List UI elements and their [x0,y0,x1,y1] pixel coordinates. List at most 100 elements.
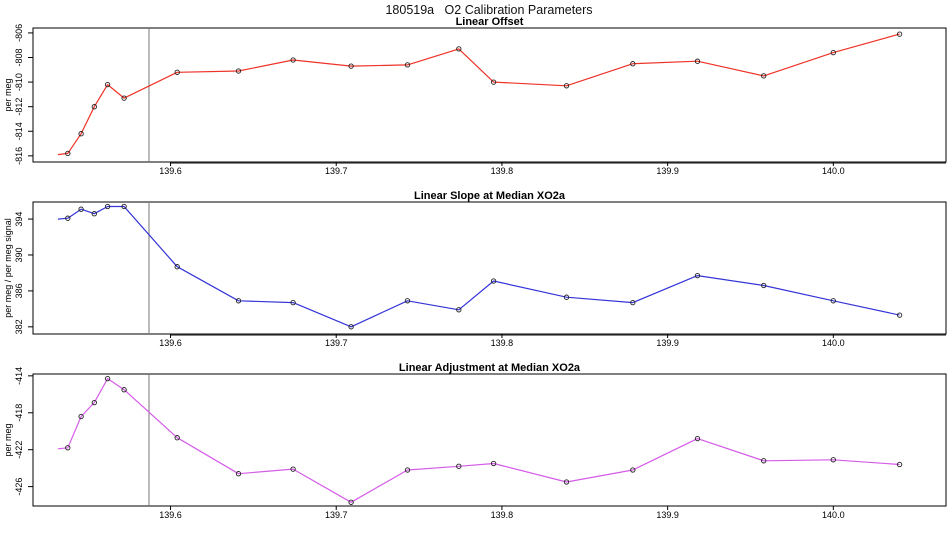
data-point [121,95,127,101]
x-tick-label: 140.0 [822,510,845,520]
data-point [563,83,570,89]
panel-1: Linear Offset 139.6 139.7 139.8 139.9 140.0 -8… [3,16,947,176]
y-tick-label: 382 [14,319,24,334]
data-point [104,81,111,88]
x-tick-label: 139.7 [325,338,348,348]
data-point [290,299,296,306]
data-point [563,479,570,485]
y-tick-label: -418 [14,404,24,422]
x-tick-label: 139.9 [656,338,679,348]
data-point [121,387,127,393]
data-point [456,307,462,313]
y-tick-label: -414 [14,367,24,385]
x-tick-label: 140.0 [822,338,845,348]
y-axis-label: per meg / per meg signal [3,218,13,318]
data-point [456,46,462,52]
series-line [57,205,900,328]
data-point [761,282,767,289]
data-point [404,298,411,304]
data-point [65,215,71,221]
data-point [896,31,903,37]
data-point [78,131,84,137]
data-point [694,272,701,279]
data-point [78,206,84,212]
x-tick-label: 139.6 [159,510,182,520]
data-point [896,312,903,318]
panel-title: Linear Slope at Median XO2a [414,190,566,202]
data-point [174,69,180,75]
y-tick-label: -422 [14,441,24,459]
figure-title: 180519a O2 Calibration Parameters [385,3,593,17]
x-tick-label: 139.7 [325,166,348,176]
panel-3: Linear Adjustment at Median XO2a 139.6 139… [3,362,947,520]
data-point [694,58,701,64]
data-point [630,467,636,473]
y-tick-label: -808 [14,48,24,66]
data-point [91,104,97,110]
y-axis-label: per meg [3,423,13,456]
data-point [348,63,354,69]
y-tick-label: 390 [14,247,24,262]
data-point [104,375,111,382]
series-line [57,33,900,156]
y-tick-label: -806 [14,24,24,42]
data-point [235,471,242,477]
data-point [896,461,903,468]
series-line [57,378,900,503]
data-point [563,294,570,300]
y-axis-label: per meg [3,78,13,111]
data-point [290,57,296,63]
y-tick-label: -814 [14,122,24,140]
x-tick-label: 139.9 [656,166,679,176]
data-point [121,203,127,210]
panel-title: Linear Offset [456,16,524,28]
data-point [630,61,636,67]
panel-title: Linear Adjustment at Median XO2a [399,362,581,374]
data-point [404,62,411,68]
data-point [65,445,71,451]
y-tick-label: -812 [14,98,24,116]
data-point [456,463,462,469]
y-tick-label: -426 [14,478,24,496]
data-point [348,324,354,330]
data-point [490,460,497,467]
data-point [78,413,84,420]
x-tick-label: 139.6 [159,166,182,176]
y-tick-label: 394 [14,212,24,227]
data-point [174,264,180,270]
data-point [490,278,497,284]
y-tick-label: -810 [14,73,24,91]
x-tick-label: 139.8 [491,166,514,176]
data-point [290,466,296,472]
data-point [761,458,767,464]
x-tick-label: 139.8 [491,510,514,520]
y-tick-label: -816 [14,147,24,165]
data-point [65,150,71,157]
data-point [104,203,111,210]
data-point [830,457,836,463]
x-tick-label: 139.7 [325,510,348,520]
plot-box [32,201,947,335]
x-tick-label: 139.9 [656,510,679,520]
data-point [490,79,497,85]
data-point [174,435,180,441]
x-tick-label: 139.6 [159,338,182,348]
x-tick-label: 139.8 [491,338,514,348]
data-point [630,299,636,306]
data-point [404,467,411,473]
plot-box [32,27,947,163]
x-tick-label: 140.0 [822,166,845,176]
data-point [830,49,836,56]
data-point [91,399,97,406]
data-point [830,298,836,304]
panel-2: Linear Slope at Median XO2a 139.6 139.7 139… [3,190,947,348]
data-point [235,68,242,74]
data-point [761,73,767,79]
plot-box [32,373,947,507]
y-tick-label: 386 [14,283,24,298]
data-point [694,435,701,442]
data-point [91,211,97,217]
data-point [348,499,354,505]
